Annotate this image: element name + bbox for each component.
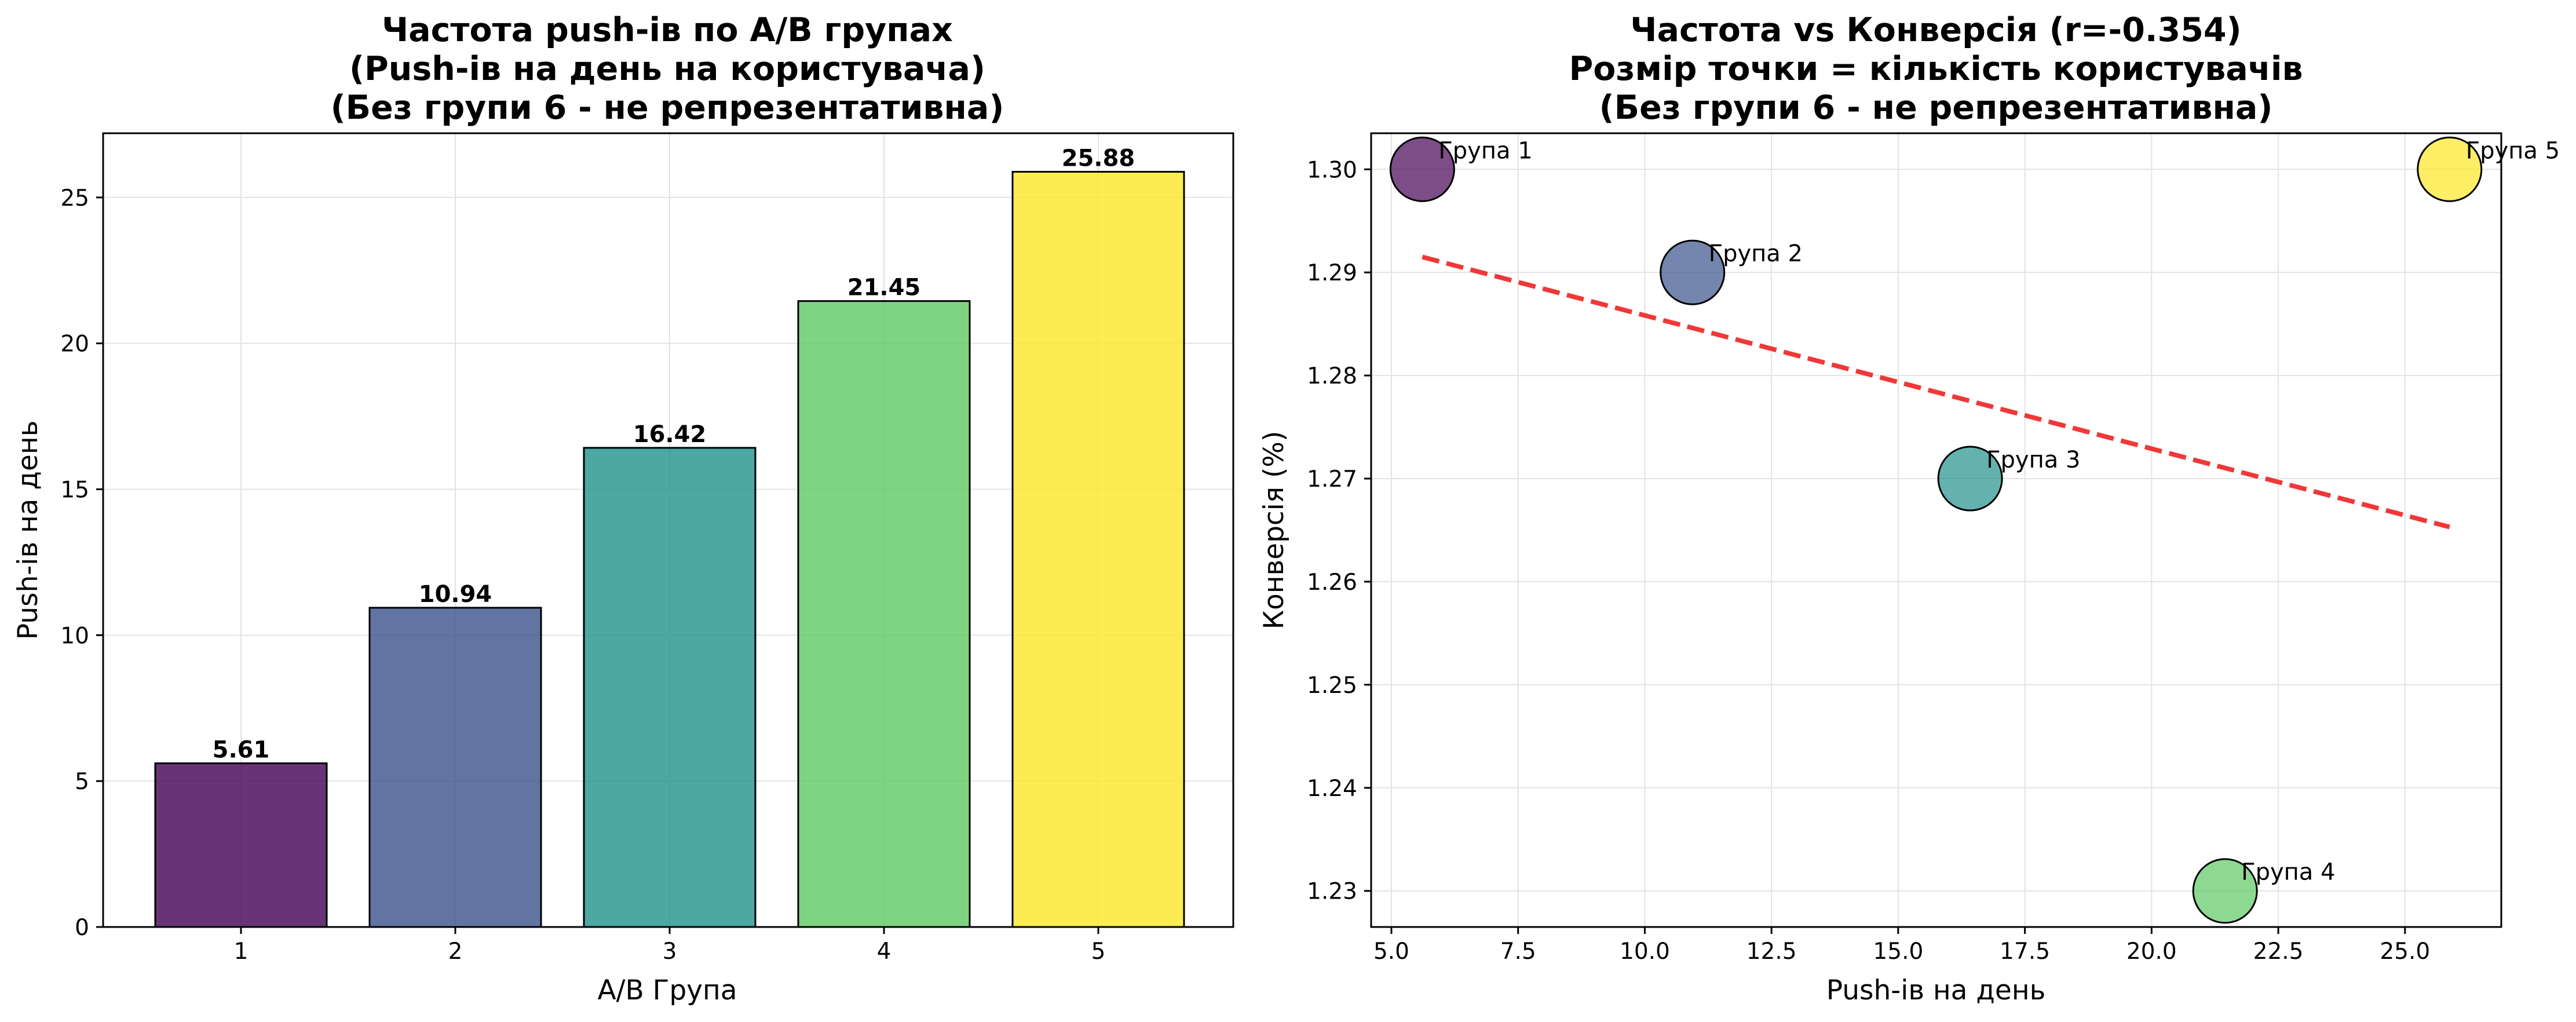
scatter-points <box>1389 136 2483 924</box>
scatter-x-ticks: 5.0 7.5 10.0 12.5 15.0 17.5 20.0 22.5 25.0 <box>1373 927 2430 965</box>
scatter-x-tick-label: 22.5 <box>2253 939 2304 965</box>
bar-y-tick-label: 15 <box>60 477 89 503</box>
bar-value-label: 5.61 <box>213 736 270 763</box>
scatter-grid <box>1371 133 2501 927</box>
scatter-trendline <box>1422 254 2450 530</box>
scatter-point-label: Група 4 <box>2241 859 2335 886</box>
bar-chart-title-line-2: (Push-ів на день на користувача) <box>349 50 985 88</box>
scatter-point-label: Група 5 <box>2466 137 2560 164</box>
bar-value-label: 25.88 <box>1062 145 1135 171</box>
scatter-point <box>2417 136 2483 202</box>
scatter-y-tick-label: 1.29 <box>1307 260 1357 286</box>
bar-value-label: 16.42 <box>633 421 707 448</box>
scatter-x-tick-label: 20.0 <box>2126 939 2177 965</box>
bar-group-2 <box>368 607 542 928</box>
bar-y-tick-label: 20 <box>60 331 89 357</box>
scatter-y-tick-label: 1.25 <box>1307 673 1357 699</box>
bar-group-3 <box>583 447 757 928</box>
scatter-point-label: Група 3 <box>1986 447 2080 473</box>
bar-value-labels: 5.61 10.94 16.42 21.45 25.88 <box>213 145 1135 763</box>
bar-plot-frame <box>102 132 1234 928</box>
bar-y-axis-label: Push-ів на день <box>12 421 44 640</box>
scatter-y-ticks: 1.23 1.24 1.25 1.26 1.27 1.28 1.29 1.30 <box>1307 157 1371 905</box>
scatter-point-label: Група 2 <box>1709 240 1803 267</box>
bar-chart-title-line-3: (Без групи 6 - не репрезентативна) <box>331 89 1004 127</box>
bar-x-axis-label: A/B Група <box>597 974 737 1006</box>
scatter-chart-title-line-1: Частота vs Конверсія (r=-0.354) <box>1630 11 2241 49</box>
scatter-x-axis-label: Push-ів на день <box>1826 974 2046 1006</box>
scatter-point <box>1389 136 1455 202</box>
bar-value-label: 10.94 <box>419 581 492 608</box>
scatter-trendline-group <box>1422 254 2450 530</box>
bar-bars <box>154 170 1185 928</box>
scatter-y-tick-label: 1.27 <box>1307 466 1357 492</box>
bar-x-tick-label: 5 <box>1091 939 1106 965</box>
scatter-chart: Частота vs Конверсія (r=-0.354) Розмір т… <box>1258 11 2560 1006</box>
bar-x-tick-label: 2 <box>448 939 463 965</box>
bar-value-label: 21.45 <box>847 275 921 301</box>
scatter-point-label: Група 1 <box>1438 137 1532 164</box>
bar-group-5 <box>1011 170 1185 928</box>
bar-y-tick-label: 0 <box>75 915 89 941</box>
bar-chart: Частота push-ів по A/B групах (Push-ів н… <box>12 11 1234 1006</box>
bar-y-tick-label: 5 <box>75 769 89 795</box>
bar-x-ticks: 1 2 3 4 5 <box>234 927 1106 965</box>
bar-x-tick-label: 3 <box>663 939 677 965</box>
bar-y-ticks: 0 5 10 15 20 25 <box>60 185 103 941</box>
scatter-y-tick-label: 1.26 <box>1307 570 1357 596</box>
scatter-y-tick-label: 1.24 <box>1307 776 1357 802</box>
bar-group-4 <box>797 300 971 928</box>
bar-x-tick-label: 4 <box>877 939 891 965</box>
scatter-point <box>1660 239 1726 305</box>
scatter-x-tick-label: 12.5 <box>1746 939 1797 965</box>
scatter-x-tick-label: 7.5 <box>1500 939 1536 965</box>
scatter-x-tick-label: 15.0 <box>1873 939 1923 965</box>
scatter-x-tick-label: 5.0 <box>1373 939 1409 965</box>
scatter-y-tick-label: 1.23 <box>1307 879 1357 905</box>
scatter-plot-frame <box>1370 132 2502 928</box>
bar-group-1 <box>154 762 328 928</box>
bar-x-tick-label: 1 <box>234 939 249 965</box>
scatter-chart-title-line-3: (Без групи 6 - не репрезентативна) <box>1599 89 2273 127</box>
scatter-x-tick-label: 10.0 <box>1620 939 1670 965</box>
scatter-point <box>1937 446 2003 512</box>
scatter-y-tick-label: 1.30 <box>1307 157 1357 183</box>
scatter-y-axis-label: Конверсія (%) <box>1258 431 1290 630</box>
bar-chart-title-line-1: Частота push-ів по A/B групах <box>382 11 953 49</box>
scatter-x-tick-label: 25.0 <box>2380 939 2430 965</box>
scatter-point-labels: Група 1 Група 2 Група 3 Група 4 Група 5 <box>1438 137 2560 885</box>
bar-y-tick-label: 25 <box>60 185 89 211</box>
bar-y-tick-label: 10 <box>60 623 89 649</box>
scatter-chart-title-line-2: Розмір точки = кількість користувачів <box>1569 50 2303 88</box>
scatter-y-tick-label: 1.28 <box>1307 363 1357 389</box>
scatter-point <box>2192 858 2258 924</box>
scatter-x-tick-label: 17.5 <box>2000 939 2050 965</box>
